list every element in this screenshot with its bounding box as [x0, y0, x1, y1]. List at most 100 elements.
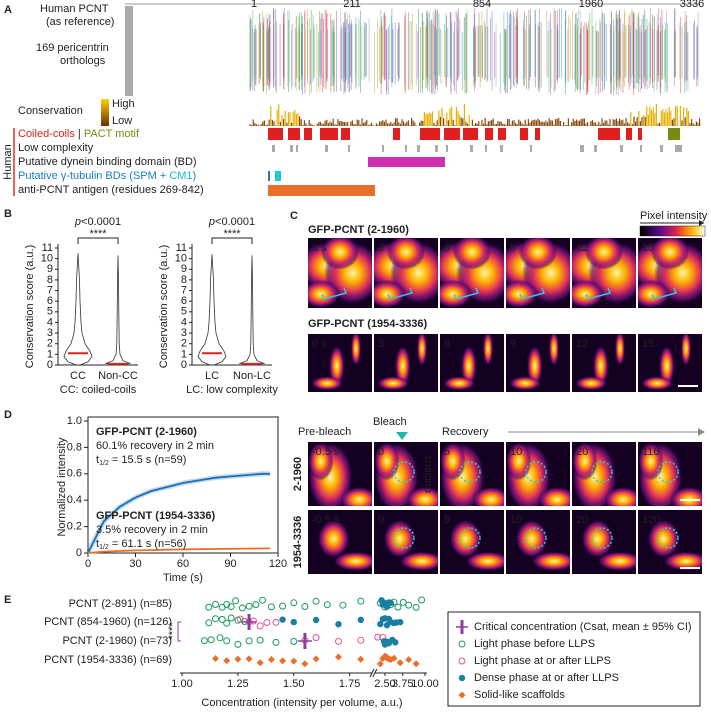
legend-box — [447, 611, 701, 707]
signal — [320, 238, 360, 270]
legend-marker — [458, 691, 466, 699]
coiled-coil — [341, 128, 350, 140]
signal — [638, 442, 664, 481]
tile-content — [449, 519, 504, 571]
data-point — [234, 640, 242, 648]
data-point — [290, 618, 297, 626]
tile-content — [575, 334, 626, 391]
data-point — [252, 601, 260, 609]
data-point — [399, 598, 407, 606]
tile-content — [581, 519, 636, 571]
track-label-part: PACT motif — [84, 128, 140, 140]
y-tick-label: 2 — [181, 338, 187, 350]
legend-label: Dense phase at or after LLPS — [474, 672, 619, 684]
bleach-roi — [459, 527, 481, 549]
coiled-coil — [420, 128, 440, 140]
data-point — [394, 603, 402, 611]
bleach-roi — [657, 461, 679, 483]
alignment-gaps — [125, 6, 133, 96]
low-complexity — [500, 145, 503, 152]
low-complexity — [660, 145, 663, 152]
y-tick-label: 0.4 — [67, 494, 82, 506]
time-label: 9 — [510, 338, 516, 350]
stage-label: Bleach — [373, 416, 407, 428]
micrograph — [374, 334, 438, 392]
dynein-bd — [368, 157, 445, 167]
data-point — [290, 638, 298, 645]
x-tick-label: 1.25 — [227, 678, 248, 690]
micrograph — [572, 510, 636, 574]
tile-content — [374, 442, 438, 506]
signal — [584, 238, 624, 270]
significance: **** — [89, 228, 107, 240]
signal — [593, 345, 609, 387]
low-complexity — [296, 145, 298, 152]
coiled-coil — [498, 128, 506, 140]
row-label: PCNT (2-1960) (n=73) — [62, 635, 172, 647]
colorbar — [639, 225, 706, 237]
bleach-roi — [591, 527, 613, 549]
tile-content — [638, 238, 702, 308]
time-label: 3 — [378, 242, 384, 254]
track-label-part: ) — [193, 170, 197, 182]
panel-label: D — [4, 409, 12, 421]
data-point — [301, 660, 309, 668]
data-point — [357, 655, 365, 663]
data-point — [227, 603, 235, 611]
recovery-curve — [87, 472, 271, 554]
significance: **** — [223, 228, 241, 240]
signal — [377, 376, 410, 391]
y-tick-label: 2 — [47, 338, 53, 350]
signal — [449, 519, 482, 558]
micrograph — [572, 442, 636, 506]
tile-content — [308, 442, 372, 506]
data-point — [387, 599, 394, 606]
data-point — [335, 637, 342, 645]
row-title: GFP-PCNT (2-1960) — [308, 224, 409, 236]
y-tick-label: 11 — [42, 242, 53, 254]
data-point — [323, 601, 331, 609]
time-label: 0 — [378, 514, 384, 526]
p-value: p<0.0001 — [74, 216, 121, 228]
low-complexity — [272, 145, 275, 152]
signal — [308, 280, 340, 308]
nucleus-label: nucleus — [422, 455, 434, 493]
scale-high: High — [112, 98, 135, 110]
data-point — [376, 660, 384, 668]
data-point — [312, 634, 320, 642]
data-point — [223, 657, 231, 665]
half-time: t1/2 = 61.1 s (n=56) — [96, 538, 186, 551]
signal — [641, 376, 674, 391]
signal — [531, 551, 570, 571]
time-label: 9 — [510, 242, 516, 254]
cm1 — [275, 171, 281, 181]
micrograph — [374, 510, 438, 574]
tile-content — [641, 334, 692, 391]
low-complexity — [382, 145, 384, 152]
micrograph — [308, 238, 372, 308]
data-point — [212, 655, 219, 662]
signal — [680, 334, 692, 366]
y-tick-label: 0.8 — [67, 441, 82, 453]
y-tick-label: 1.0 — [67, 415, 82, 427]
significance-bracket — [77, 237, 119, 244]
data-point — [223, 619, 231, 627]
micrograph — [440, 510, 504, 574]
p-value-part: p — [74, 216, 81, 228]
tile-content — [377, 334, 428, 391]
signal — [406, 486, 438, 506]
x-tick-label: 120 — [269, 558, 287, 570]
bleach-marker — [396, 432, 408, 440]
bleach-roi — [459, 461, 481, 483]
track-label: Putative γ-tubulin BDs (SPM + CM1) — [18, 170, 196, 182]
coiled-coil — [485, 128, 493, 140]
scale-low: Low — [112, 115, 132, 127]
data-point — [256, 636, 264, 644]
recovery-note: 60.1% recovery in 2 min — [96, 440, 214, 452]
series-name: GFP-PCNT (2-1960) — [96, 426, 197, 438]
micrograph — [638, 334, 702, 392]
signal — [472, 486, 504, 506]
violin — [238, 255, 266, 366]
category-label: LC — [205, 370, 219, 382]
data-point — [245, 602, 253, 610]
